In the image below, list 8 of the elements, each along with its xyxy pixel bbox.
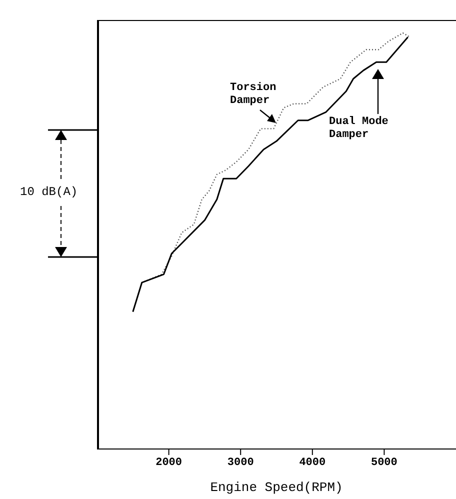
x-tick-label: 5000 — [370, 456, 398, 469]
x-tick-label: 3000 — [227, 456, 254, 469]
series-label: Torsion Damper — [230, 82, 278, 108]
x-axis-title: Engine Speed(RPM) — [210, 480, 343, 495]
x-tick-label: 4000 — [299, 456, 326, 469]
x-tick-label: 2000 — [156, 456, 182, 469]
text: 10 dB(A) — [20, 185, 78, 199]
series-label: Dual Mode Damper — [329, 116, 390, 142]
